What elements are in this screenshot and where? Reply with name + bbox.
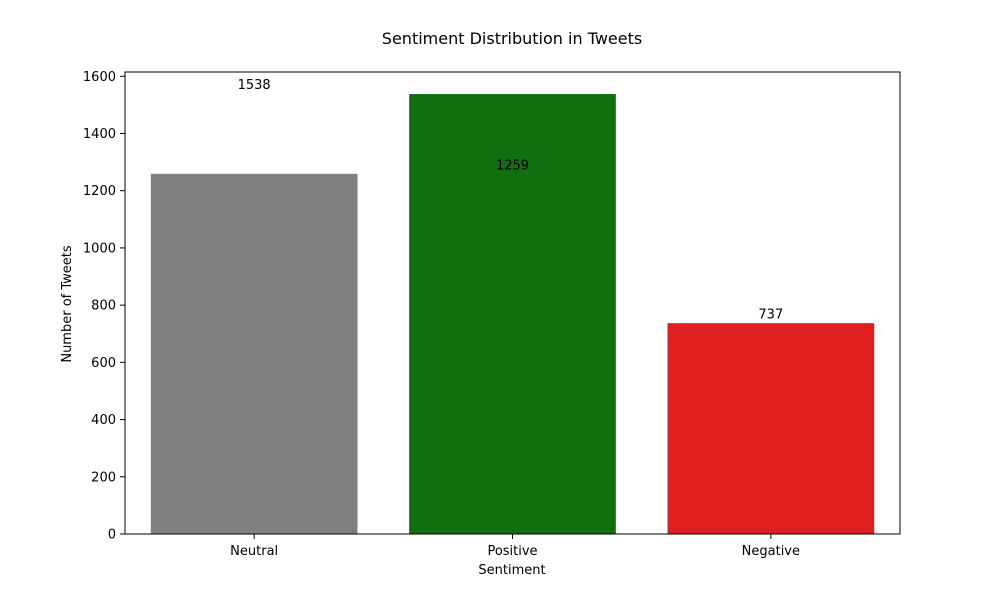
x-tick-label: Negative xyxy=(742,544,800,559)
y-axis-ticks: 0 200 400 600 800 1000 1200 1400 1600 xyxy=(83,70,125,543)
bar-positive xyxy=(409,94,616,534)
x-axis-label: Sentiment xyxy=(478,563,545,578)
y-tick-label: 1400 xyxy=(83,127,116,142)
y-axis-label: Number of Tweets xyxy=(60,245,75,363)
y-tick-label: 600 xyxy=(91,356,116,371)
y-tick-label: 1000 xyxy=(83,241,116,256)
y-tick-label: 1200 xyxy=(83,184,116,199)
plot-frame xyxy=(124,71,901,535)
data-labels-group: 1538 1259 737 xyxy=(238,78,784,322)
y-tick-label: 800 xyxy=(91,299,116,314)
bar-neutral xyxy=(150,173,358,534)
data-label: 1259 xyxy=(496,158,529,173)
y-tick-label: 1600 xyxy=(83,70,116,85)
x-tick-label: Neutral xyxy=(230,544,278,559)
data-label: 737 xyxy=(758,307,783,322)
bars-group xyxy=(150,94,875,534)
chart-title: Sentiment Distribution in Tweets xyxy=(382,29,642,48)
bar-negative xyxy=(667,323,875,534)
data-label: 1538 xyxy=(238,78,271,93)
y-tick-label: 400 xyxy=(91,413,116,428)
y-tick-label: 0 xyxy=(108,528,116,543)
x-tick-label: Positive xyxy=(487,544,537,559)
y-tick-label: 200 xyxy=(91,470,116,485)
x-axis-ticks: Neutral Positive Negative xyxy=(230,534,800,559)
